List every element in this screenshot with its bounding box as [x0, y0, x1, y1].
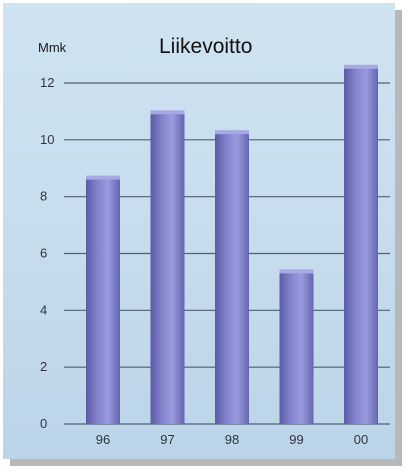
y-tick-label: 8	[40, 189, 47, 204]
bar-top	[150, 110, 185, 117]
y-tick-label: 0	[40, 416, 47, 431]
bar-top	[215, 130, 249, 137]
bars	[86, 64, 378, 425]
y-axis-ticks: 0 2 4 6 8 10 12	[40, 75, 54, 431]
x-tick-label: 97	[160, 432, 174, 447]
y-tick-label: 10	[40, 132, 54, 147]
bar-top	[344, 64, 378, 71]
bar-00	[344, 64, 378, 425]
bar-body	[344, 68, 378, 425]
bar-top	[279, 269, 314, 276]
bar-97	[150, 110, 185, 424]
bar-body	[215, 134, 249, 424]
y-tick-label: 6	[40, 246, 47, 261]
x-tick-label: 98	[225, 432, 239, 447]
chart-title: Liikevoitto	[159, 35, 252, 58]
chart-panel	[3, 3, 395, 459]
bar-body	[86, 179, 120, 424]
x-tick-label: 00	[354, 432, 368, 447]
bar-98	[215, 130, 249, 424]
y-tick-label: 12	[40, 75, 54, 90]
bar-top	[86, 175, 120, 182]
x-axis-ticks: 96 97 98 99 00	[96, 432, 368, 447]
bar-body	[150, 114, 185, 424]
bar-96	[86, 175, 120, 424]
x-tick-label: 99	[289, 432, 303, 447]
bar-body	[279, 273, 314, 424]
y-tick-label: 2	[40, 359, 47, 374]
x-tick-label: 96	[96, 432, 110, 447]
bar-99	[279, 269, 314, 424]
y-tick-label: 4	[40, 302, 47, 317]
y-axis-unit-label: Mmk	[38, 40, 67, 55]
